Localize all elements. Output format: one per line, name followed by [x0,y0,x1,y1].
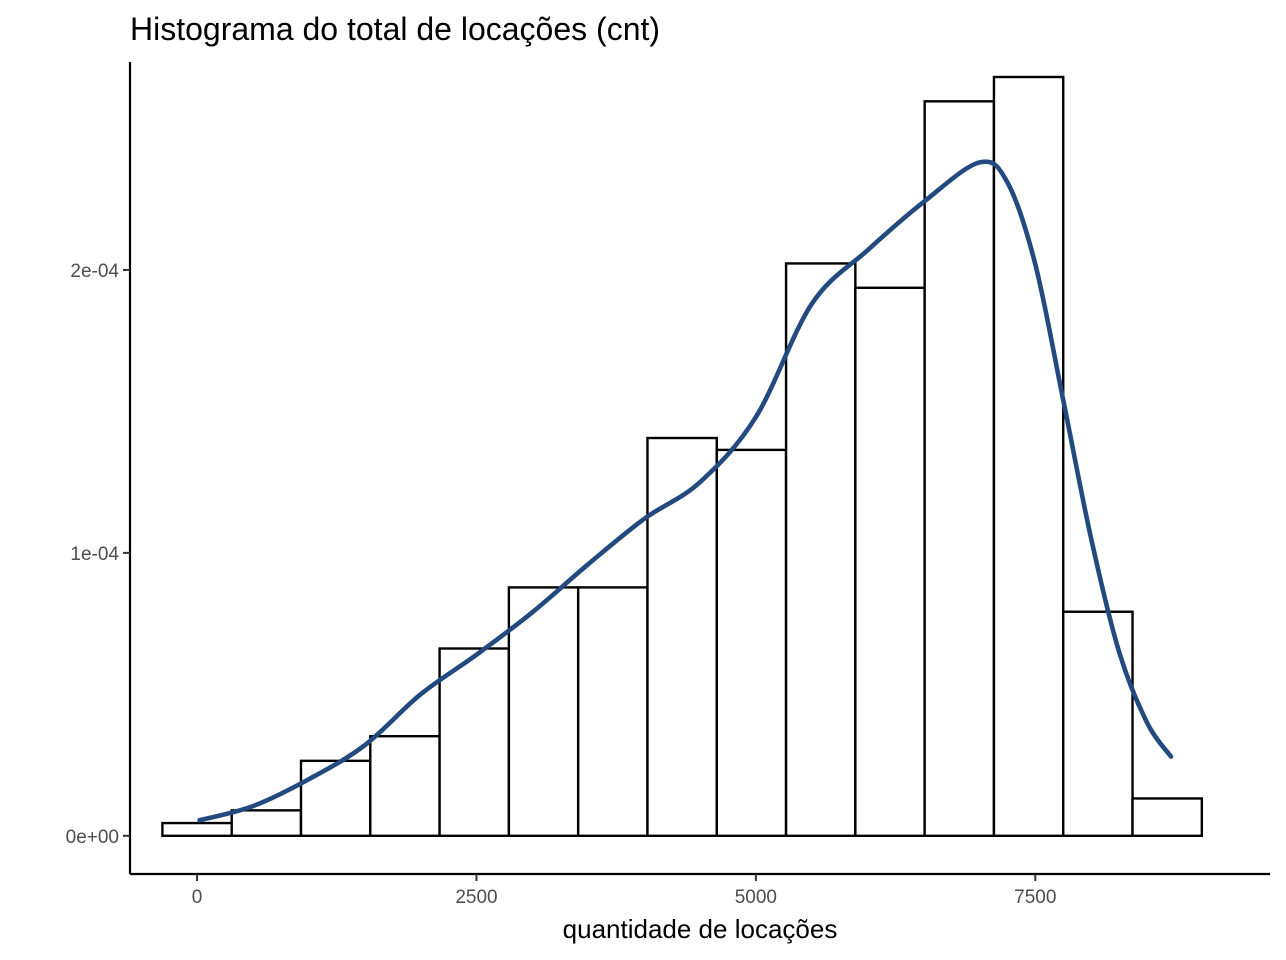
histogram-bar-3 [299,759,372,838]
histogram-bar-9 [715,448,788,838]
histogram-bar-12 [923,100,996,838]
x-tick-label: 2500 [455,887,497,908]
histogram-bar-1 [161,821,233,838]
histogram-bar-11 [854,286,926,838]
histogram-bar-4 [369,735,441,838]
y-tick-label: 2e-04 [70,261,119,282]
density-curve [197,159,1174,823]
histogram-bar-5 [438,647,511,838]
histogram-bar-6 [507,586,580,838]
y-tick-label: 0e+00 [66,827,119,848]
x-tick-label: 5000 [735,887,777,908]
x-tick-label: 7500 [1014,887,1056,908]
histogram-bar-15 [1131,797,1204,838]
x-axis-label: quantidade de locações [563,914,838,944]
y-tick-label: 1e-04 [70,544,119,565]
x-tick-label: 0 [192,887,203,908]
histogram-bar-7 [576,586,649,838]
histogram-bar-8 [646,436,718,838]
axes: 0 2500 5000 7500 0e+00 1e-04 2e-04 [66,62,1270,908]
histogram-bar-10 [784,262,857,838]
histogram-bars [161,75,1204,838]
histogram-bar-14 [1062,610,1134,838]
chart-title: Histograma do total de locações (cnt) [130,11,660,47]
histogram-bar-2 [230,809,303,838]
histogram-bar-13 [992,75,1065,838]
density-curve-layer [197,159,1174,823]
